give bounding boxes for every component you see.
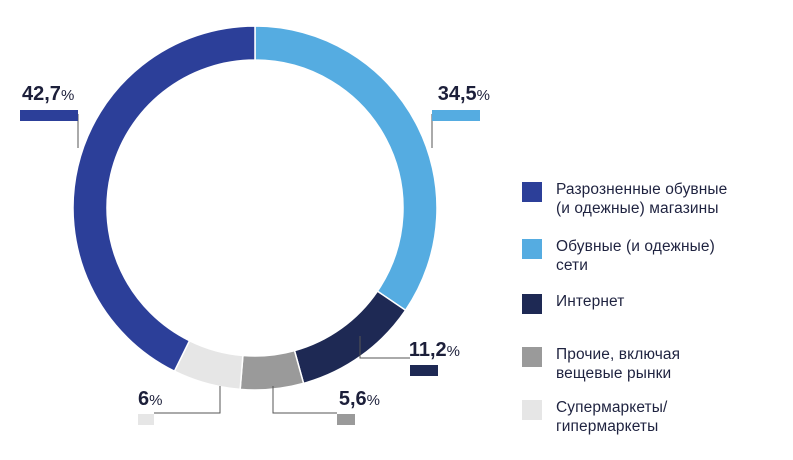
legend-item-chains: Обувные (и одежные) сети — [522, 237, 781, 275]
legend-swatch — [522, 400, 542, 420]
legend-swatch — [522, 182, 542, 202]
label-tag-chains — [432, 110, 480, 121]
legend-item-supermarkets: Супермаркеты/гипермаркеты — [522, 398, 781, 436]
legend-label: Разрозненные обувные (и одежные) магазины — [556, 181, 728, 217]
data-label-other: 5,6% — [339, 388, 380, 410]
donut-slice-other — [239, 349, 305, 391]
data-label-supermarkets: 6% — [138, 388, 162, 410]
legend-swatch — [522, 347, 542, 367]
leader-line-other — [272, 386, 337, 414]
donut-slice-chains — [254, 25, 438, 312]
donut-slice-internet — [293, 290, 407, 385]
leader-line-internet — [359, 336, 410, 359]
label-tag-other — [337, 414, 355, 425]
legend-label: Прочие, включая вещевые рынки — [556, 346, 681, 382]
label-tag-internet — [410, 365, 438, 376]
legend-item-internet: Интернет — [522, 292, 781, 314]
legend: Разрозненные обувные (и одежные) магазины… — [522, 0, 787, 460]
legend-label: Обувные (и одежные) сети — [556, 238, 715, 274]
legend-label: Супермаркеты/гипермаркеты — [556, 399, 668, 435]
donut-chart: 42,7% 34,5% 11,2% 5,6% 6% — [20, 25, 490, 425]
data-label-independent-stores: 42,7% — [22, 83, 74, 105]
legend-swatch — [522, 294, 542, 314]
legend-item-independent-stores: Разрозненные обувные (и одежные) магазины — [522, 180, 781, 218]
legend-swatch — [522, 239, 542, 259]
leader-line-supermarkets — [154, 386, 221, 414]
legend-item-other: Прочие, включая вещевые рынки — [522, 345, 781, 383]
data-label-chains: 34,5% — [438, 83, 490, 105]
data-label-internet: 11,2% — [409, 339, 460, 361]
label-tag-independent-stores — [20, 110, 78, 121]
label-tag-supermarkets — [138, 414, 154, 425]
donut-slice-independent-stores — [72, 25, 256, 373]
legend-label: Интернет — [556, 293, 625, 310]
